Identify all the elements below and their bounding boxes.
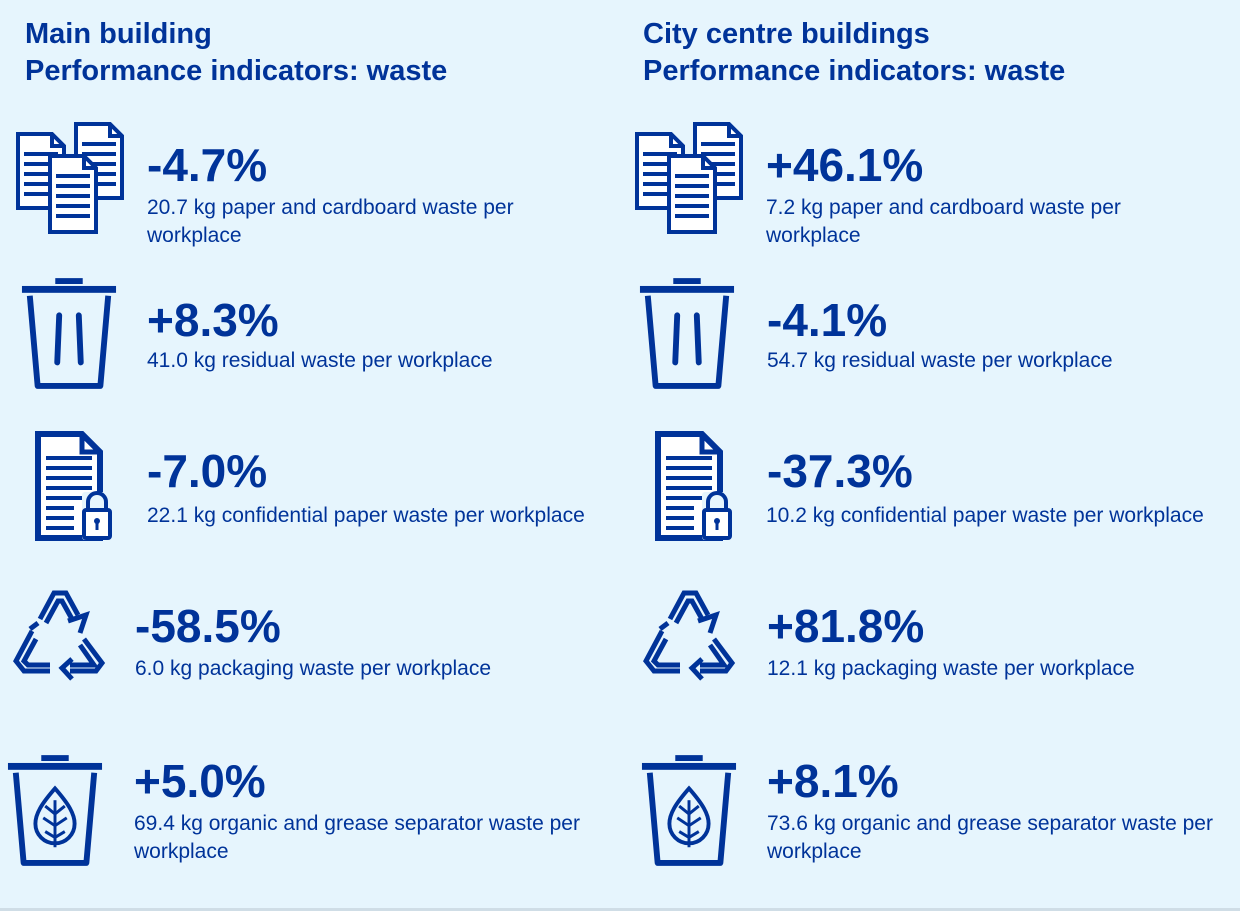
indicator-description: 20.7 kg paper and cardboard waste per wo… bbox=[147, 196, 514, 247]
paper-stack-icon bbox=[633, 122, 743, 234]
indicator-description: 7.2 kg paper and cardboard waste per wor… bbox=[766, 196, 1121, 247]
change-value: +8.1% bbox=[767, 755, 899, 807]
paper-stack-icon bbox=[14, 122, 124, 234]
change-value: +8.3% bbox=[147, 294, 279, 346]
recycle-icon bbox=[10, 585, 110, 681]
indicator-description: 10.2 kg confidential paper waste per wor… bbox=[766, 504, 1204, 527]
change-value: +5.0% bbox=[134, 755, 266, 807]
city-centre-title: City centre buildings Performance indica… bbox=[643, 16, 1065, 90]
indicator-residual: -4.1% 54.7 kg residual waste per workpla… bbox=[620, 275, 1230, 415]
indicator-organic: +8.1% 73.6 kg organic and grease separat… bbox=[620, 752, 1230, 892]
title-line-2: Performance indicators: waste bbox=[643, 55, 1066, 87]
indicator-confidential: -7.0% 22.1 kg confidential paper waste p… bbox=[0, 430, 610, 570]
indicator-packaging: +81.8% 12.1 kg packaging waste per workp… bbox=[620, 585, 1230, 725]
indicator-description: 6.0 kg packaging waste per workplace bbox=[135, 657, 492, 680]
change-value: -37.3% bbox=[767, 445, 913, 497]
main-building-column: Main building Performance indicators: wa… bbox=[0, 0, 610, 911]
change-value: -7.0% bbox=[147, 445, 268, 497]
indicator-description: 73.6 kg organic and grease separator was… bbox=[767, 812, 1213, 863]
locked-document-icon bbox=[34, 430, 114, 544]
indicator-packaging: -58.5% 6.0 kg packaging waste per workpl… bbox=[0, 585, 610, 725]
change-value: +46.1% bbox=[766, 139, 924, 191]
trash-bin-icon bbox=[20, 275, 118, 391]
city-centre-column: City centre buildings Performance indica… bbox=[620, 0, 1230, 911]
trash-bin-icon bbox=[638, 275, 736, 391]
locked-document-icon bbox=[654, 430, 734, 544]
indicator-confidential: -37.3% 10.2 kg confidential paper waste … bbox=[620, 430, 1230, 570]
indicator-description: 69.4 kg organic and grease separator was… bbox=[134, 812, 580, 863]
indicator-organic: +5.0% 69.4 kg organic and grease separat… bbox=[0, 752, 610, 892]
organic-bin-icon bbox=[6, 752, 104, 868]
main-building-title: Main building Performance indicators: wa… bbox=[25, 16, 447, 90]
change-value: -58.5% bbox=[135, 600, 281, 652]
change-value: -4.7% bbox=[147, 139, 268, 191]
indicator-paper: +46.1% 7.2 kg paper and cardboard waste … bbox=[620, 122, 1230, 262]
indicator-description: 12.1 kg packaging waste per workplace bbox=[767, 657, 1135, 680]
indicator-description: 41.0 kg residual waste per workplace bbox=[147, 349, 493, 372]
indicator-description: 54.7 kg residual waste per workplace bbox=[767, 349, 1113, 372]
change-value: +81.8% bbox=[767, 600, 925, 652]
organic-bin-icon bbox=[640, 752, 738, 868]
bottom-divider bbox=[0, 908, 1240, 911]
indicator-description: 22.1 kg confidential paper waste per wor… bbox=[147, 504, 585, 527]
recycle-icon bbox=[640, 585, 740, 681]
title-line-1: Main building bbox=[25, 18, 212, 50]
title-line-1: City centre buildings bbox=[643, 18, 930, 50]
indicator-residual: +8.3% 41.0 kg residual waste per workpla… bbox=[0, 275, 610, 415]
title-line-2: Performance indicators: waste bbox=[25, 55, 448, 87]
change-value: -4.1% bbox=[767, 294, 888, 346]
indicator-paper: -4.7% 20.7 kg paper and cardboard waste … bbox=[0, 122, 610, 262]
